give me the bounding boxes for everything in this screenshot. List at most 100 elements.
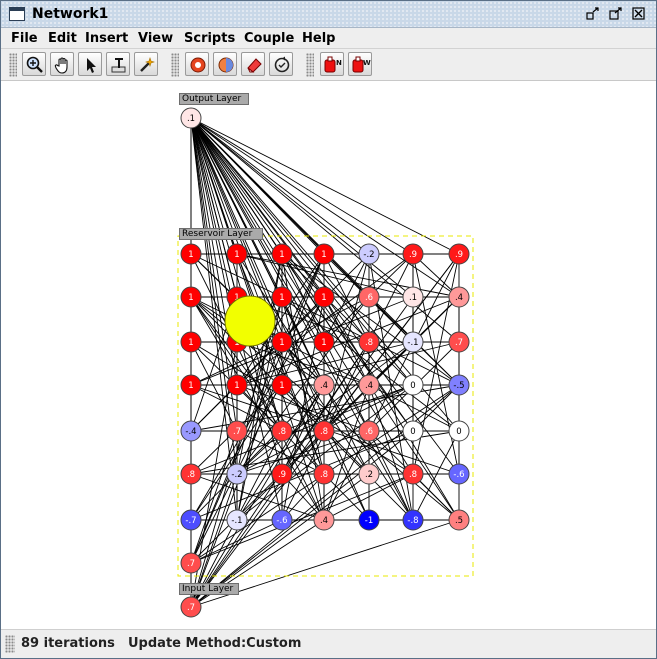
output-layer-label[interactable]: Output Layer [179, 93, 249, 105]
reservoir-neuron[interactable]: .9 [448, 243, 470, 265]
reservoir-weight[interactable] [281, 253, 460, 386]
reservoir-weight[interactable] [281, 384, 414, 432]
input-neuron[interactable]: .7 [180, 596, 202, 618]
weight-to-output[interactable] [190, 117, 414, 475]
select-button[interactable] [78, 52, 102, 76]
reservoir-neuron[interactable]: 1 [271, 331, 293, 353]
reservoir-neuron[interactable]: -.4 [180, 420, 202, 442]
reservoir-neuron[interactable]: .7 [180, 552, 202, 574]
reservoir-layer-label[interactable]: Reservoir Layer [179, 228, 263, 240]
reservoir-neuron[interactable]: 0 [448, 420, 470, 442]
reservoir-weight[interactable] [190, 384, 325, 521]
zoom-button[interactable] [22, 52, 46, 76]
maximize-icon[interactable] [609, 7, 623, 20]
reservoir-neuron[interactable]: .6 [358, 286, 380, 308]
reservoir-weight[interactable] [236, 253, 414, 298]
text-tool-button[interactable] [106, 52, 130, 76]
reservoir-neuron[interactable]: -.6 [271, 509, 293, 531]
reservoir-neuron[interactable]: -.2 [226, 463, 248, 485]
reservoir-neuron[interactable]: .5 [448, 509, 470, 531]
reservoir-weight[interactable] [190, 473, 414, 564]
reservoir-neuron[interactable]: -1 [358, 509, 380, 531]
menu-help[interactable]: Help [302, 31, 336, 46]
reservoir-neuron[interactable]: -.1 [226, 509, 248, 531]
reservoir-neuron[interactable]: .8 [358, 331, 380, 353]
reservoir-neuron[interactable]: 1 [271, 243, 293, 265]
reservoir-weight[interactable] [236, 253, 325, 386]
weight-to-output[interactable] [190, 117, 414, 255]
reservoir-neuron[interactable]: -.1 [402, 331, 424, 353]
weight-to-output[interactable] [190, 117, 460, 298]
reservoir-neuron[interactable]: .8 [180, 463, 202, 485]
reservoir-weight[interactable] [281, 296, 460, 432]
toolbar-grip[interactable] [171, 53, 179, 77]
toolbar-grip[interactable] [306, 53, 314, 77]
menu-scripts[interactable]: Scripts [184, 31, 236, 46]
iterate-button[interactable] [269, 52, 293, 76]
reservoir-neuron[interactable]: 1 [271, 374, 293, 396]
reservoir-neuron[interactable]: .8 [313, 420, 335, 442]
reservoir-neuron[interactable]: .8 [313, 463, 335, 485]
menu-insert[interactable]: Insert [85, 31, 129, 46]
reservoir-neuron[interactable]: 1 [271, 286, 293, 308]
reservoir-weight[interactable] [236, 341, 414, 386]
weight-to-output[interactable] [190, 117, 370, 255]
reservoir-weight[interactable] [190, 384, 283, 521]
minimize-icon[interactable] [586, 7, 600, 20]
reservoir-weight[interactable] [190, 519, 283, 564]
menu-edit[interactable]: Edit [48, 31, 77, 46]
reservoir-neuron[interactable]: 1 [313, 331, 335, 353]
reservoir-neuron[interactable]: .7 [448, 331, 470, 353]
reservoir-weight[interactable] [190, 430, 238, 564]
randomize-button[interactable] [213, 52, 237, 76]
reservoir-neuron[interactable]: .1 [402, 286, 424, 308]
reservoir-weight[interactable] [190, 296, 283, 432]
reservoir-weight[interactable] [323, 296, 370, 343]
add-weight-button[interactable]: W [348, 52, 372, 76]
reservoir-weight[interactable] [190, 253, 283, 298]
menu-view[interactable]: View [138, 31, 174, 46]
reservoir-weight[interactable] [190, 296, 325, 432]
reservoir-weight[interactable] [236, 296, 460, 521]
network-canvas[interactable]: .1 1 1 1 1 -.2 .9 .9 1 1 1 1 .6 .1 .4 1 1 1 1 .8 -.1 .7 1 1 1 .4.… [1, 82, 656, 629]
reservoir-weight[interactable] [412, 384, 460, 432]
toolbar-grip[interactable] [9, 53, 17, 77]
reservoir-weight[interactable] [281, 341, 460, 386]
reservoir-neuron[interactable]: -.2 [358, 243, 380, 265]
eraser-button[interactable] [241, 52, 265, 76]
selection-marker[interactable] [224, 295, 276, 347]
title-bar[interactable]: Network1 [1, 1, 656, 28]
weight-to-output[interactable] [190, 117, 460, 255]
reservoir-neuron[interactable]: 1 [180, 243, 202, 265]
reservoir-neuron[interactable]: 0 [402, 374, 424, 396]
reservoir-neuron[interactable]: -.5 [448, 374, 470, 396]
weight-to-output[interactable] [190, 117, 238, 475]
reservoir-weight[interactable] [281, 296, 370, 343]
reservoir-neuron[interactable]: .4 [313, 374, 335, 396]
input-layer-label[interactable]: Input Layer [179, 583, 239, 595]
weight-to-output[interactable] [190, 117, 370, 432]
reservoir-neuron[interactable]: 1 [226, 243, 248, 265]
reservoir-neuron[interactable]: -.7 [180, 509, 202, 531]
reservoir-neuron[interactable]: 0 [402, 420, 424, 442]
weight-to-output[interactable] [190, 117, 370, 343]
network-graph[interactable]: .1 1 1 1 1 -.2 .9 .9 1 1 1 1 .6 .1 .4 1 1 1 1 .8 -.1 .7 1 1 1 .4.… [1, 82, 656, 629]
reservoir-weight[interactable] [368, 253, 414, 343]
reservoir-weight[interactable] [323, 253, 460, 432]
reservoir-weight[interactable] [236, 296, 460, 386]
reservoir-neuron[interactable]: 1 [313, 243, 335, 265]
reservoir-weight[interactable] [368, 384, 460, 432]
weight-from-input[interactable] [190, 430, 414, 608]
reservoir-neuron[interactable]: .8 [402, 463, 424, 485]
reservoir-weight[interactable] [236, 430, 370, 475]
reservoir-neuron[interactable]: .9 [271, 463, 293, 485]
reservoir-neuron[interactable]: 1 [180, 374, 202, 396]
close-icon[interactable] [632, 7, 646, 20]
reservoir-weight[interactable] [323, 473, 414, 521]
reservoir-weight[interactable] [190, 253, 325, 521]
reservoir-weight[interactable] [412, 473, 460, 521]
reservoir-weight[interactable] [190, 341, 283, 386]
reservoir-neuron[interactable]: 1 [313, 286, 335, 308]
wand-button[interactable] [134, 52, 158, 76]
reservoir-weight[interactable] [236, 384, 370, 432]
